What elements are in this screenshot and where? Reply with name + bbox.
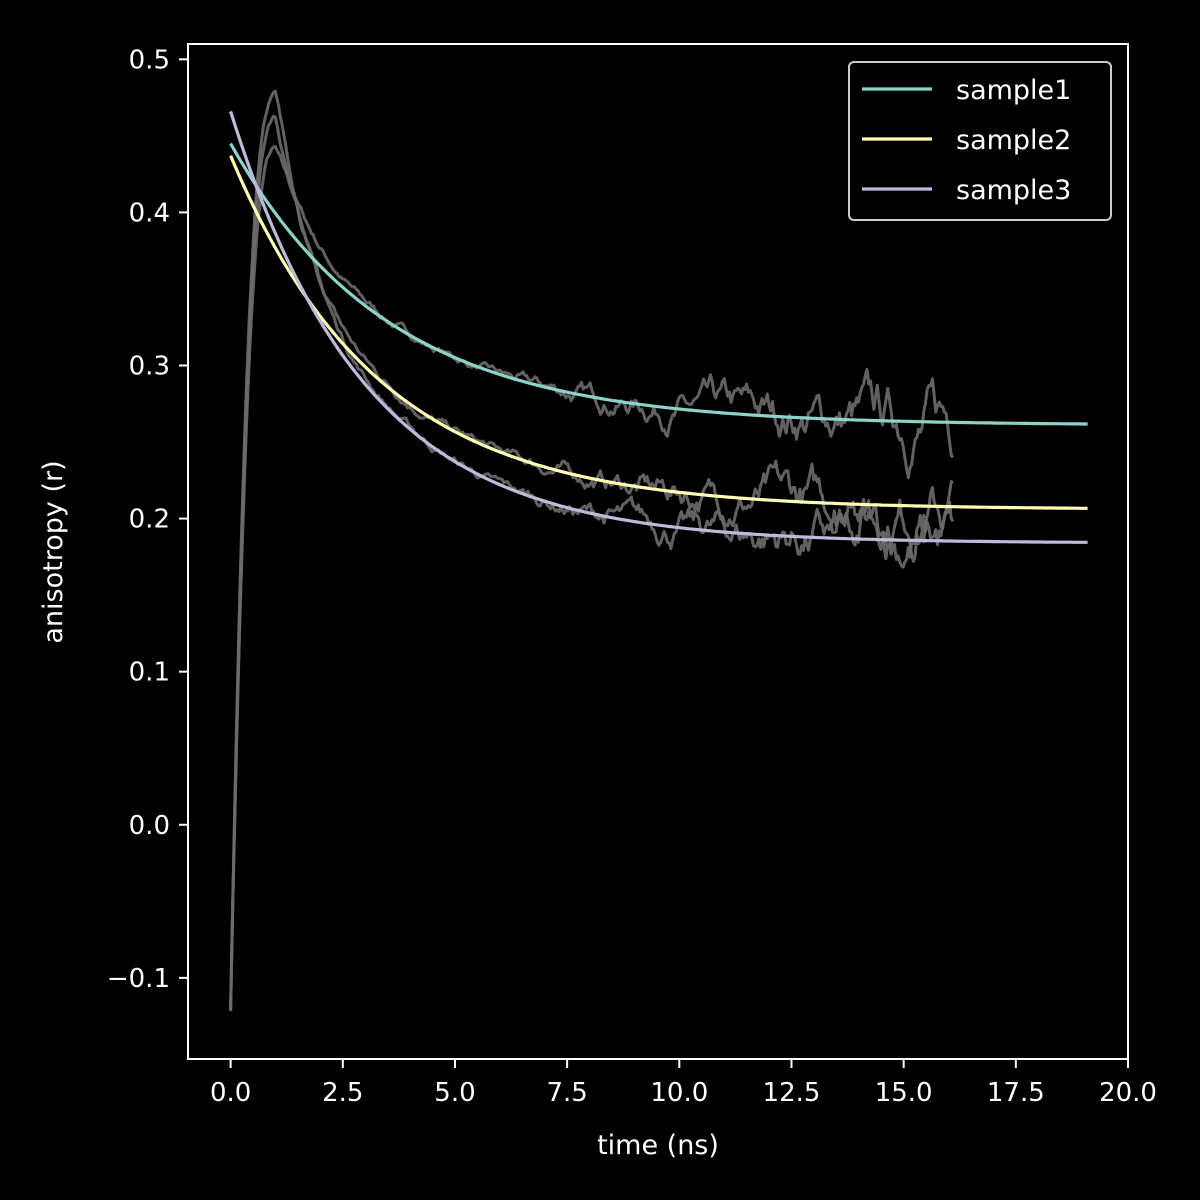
x-tick-label: 17.5	[987, 1078, 1045, 1108]
legend-label-sample2: sample2	[956, 125, 1071, 156]
legend-label-sample3: sample3	[956, 175, 1071, 206]
fit-line-sample1	[229, 142, 1088, 426]
x-axis-label: time (ns)	[597, 1130, 719, 1161]
raw-trace-sample2	[229, 114, 954, 1010]
y-tick-label: 0.0	[129, 811, 170, 841]
y-tick-label: −0.1	[107, 964, 170, 994]
plot-frame	[187, 43, 1129, 1060]
x-tick-label: 10.0	[650, 1078, 708, 1108]
raw-data-traces	[229, 89, 955, 1012]
legend-frame	[848, 61, 1112, 221]
y-tick-label: 0.4	[129, 198, 170, 228]
fit-line-sample2	[229, 155, 1088, 510]
raw-trace-sample1	[229, 145, 955, 1012]
x-tick-label: 7.5	[546, 1078, 587, 1108]
x-tick-label: 15.0	[875, 1078, 933, 1108]
raw-trace-sample3	[229, 89, 955, 1012]
y-tick-label: 0.3	[129, 351, 170, 381]
x-tick-label: 0.0	[210, 1078, 251, 1108]
y-tick-label: 0.1	[129, 658, 170, 688]
legend-label-sample1: sample1	[956, 75, 1071, 106]
fit-line-sample3	[229, 110, 1088, 544]
y-tick-label: 0.5	[129, 45, 170, 75]
x-tick-label: 12.5	[763, 1078, 821, 1108]
x-tick-label: 2.5	[322, 1078, 363, 1108]
x-tick-label: 5.0	[434, 1078, 475, 1108]
y-axis: −0.1 0.0 0.1 0.2 0.3 0.4 0.5	[107, 45, 188, 994]
legend: sample1 sample2 sample3	[848, 61, 1112, 221]
y-axis-label: anisotropy (r)	[38, 460, 69, 643]
x-axis: 0.0 2.5 5.0 7.5 10.0 12.5 15.0 17.5 20.0	[210, 1059, 1157, 1108]
fit-curves	[229, 110, 1088, 544]
x-tick-label: 20.0	[1099, 1078, 1157, 1108]
y-tick-label: 0.2	[129, 505, 170, 535]
